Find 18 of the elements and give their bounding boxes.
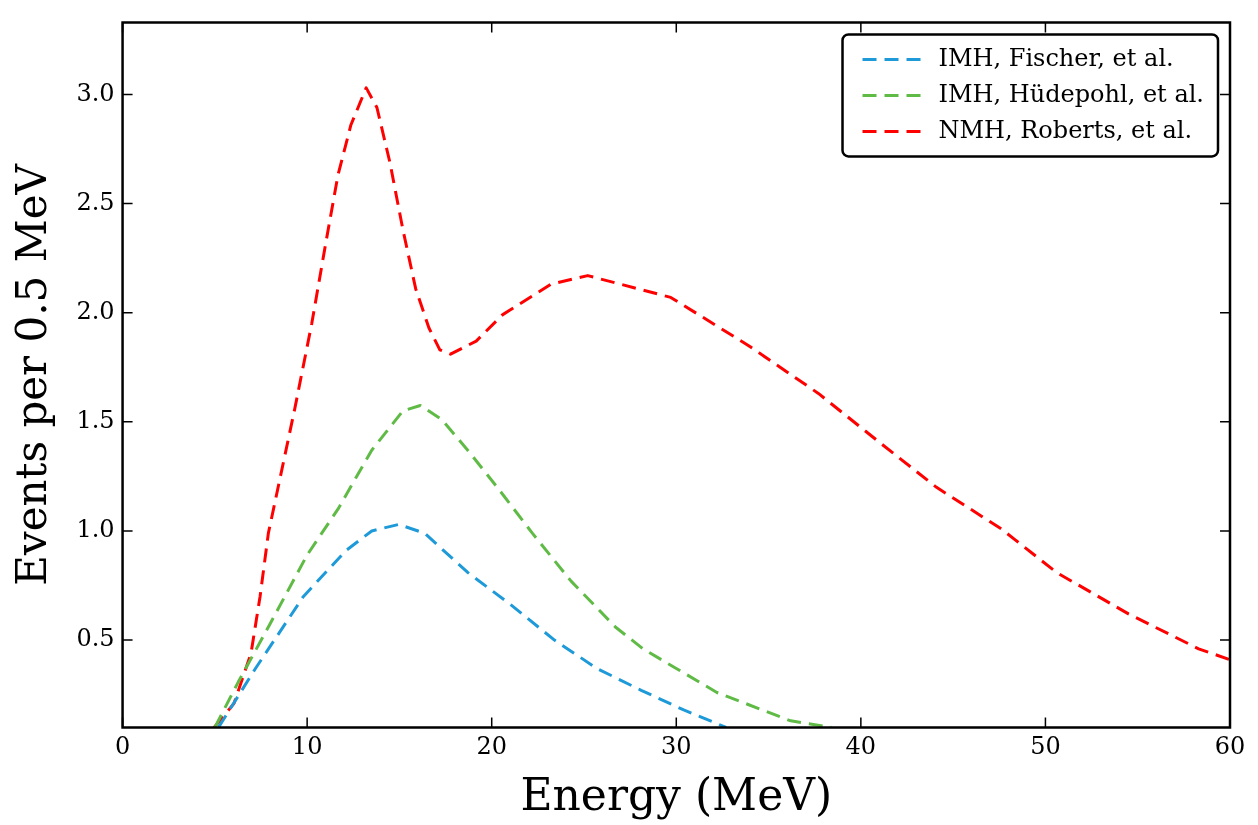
legend-label: IMH, Hüdepohl, et al.: [938, 79, 1205, 108]
x-tick-label: 10: [291, 732, 323, 761]
y-tick-label: 2.0: [76, 296, 115, 325]
y-tick-label: 1.5: [76, 406, 115, 435]
y-tick-label: 1.0: [76, 515, 115, 544]
x-tick-label: 30: [661, 732, 692, 761]
x-tick-label: 60: [1214, 732, 1246, 761]
x-tick-label: 40: [845, 732, 877, 761]
y-tick-label: 0.5: [76, 624, 115, 653]
y-tick-label: 2.5: [76, 187, 115, 216]
y-tick-label: 3.0: [76, 78, 115, 107]
x-tick-label: 20: [476, 732, 507, 761]
y-axis-title: Events per 0.5 MeV: [7, 163, 57, 586]
x-tick-label: 0: [114, 732, 131, 761]
legend-label: NMH, Roberts, et al.: [938, 115, 1193, 144]
x-axis-title: Energy (MeV): [520, 769, 833, 821]
x-tick-label: 50: [1030, 732, 1061, 761]
legend-label: IMH, Fischer, et al.: [938, 43, 1174, 72]
